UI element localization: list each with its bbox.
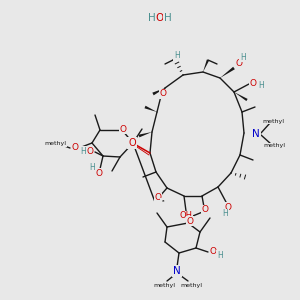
Text: O: O xyxy=(128,138,136,148)
Text: N: N xyxy=(252,129,260,139)
Text: N: N xyxy=(173,266,181,276)
Polygon shape xyxy=(220,67,235,78)
Text: O: O xyxy=(119,124,127,134)
Polygon shape xyxy=(234,92,248,101)
Text: H: H xyxy=(258,80,264,89)
Text: O: O xyxy=(224,202,232,211)
Text: O: O xyxy=(250,79,256,88)
Text: O: O xyxy=(236,58,242,68)
Text: H: H xyxy=(164,13,172,23)
Text: O: O xyxy=(71,143,79,152)
Text: methyl: methyl xyxy=(263,143,285,148)
Text: methyl: methyl xyxy=(44,142,66,146)
Text: O: O xyxy=(209,248,217,256)
Text: O: O xyxy=(154,194,161,202)
Text: O: O xyxy=(95,169,103,178)
Text: '': '' xyxy=(161,199,165,205)
Text: H: H xyxy=(164,13,172,23)
Text: H: H xyxy=(217,250,223,260)
Text: methyl: methyl xyxy=(180,283,202,287)
Polygon shape xyxy=(145,106,157,112)
Text: methyl: methyl xyxy=(262,118,284,124)
Text: H: H xyxy=(240,52,246,62)
Text: O: O xyxy=(156,13,164,23)
Text: H: H xyxy=(80,146,86,155)
Text: H: H xyxy=(148,13,156,23)
Text: O: O xyxy=(156,13,164,23)
Text: methyl: methyl xyxy=(153,283,175,287)
Polygon shape xyxy=(139,132,152,137)
Text: H: H xyxy=(174,52,180,61)
Polygon shape xyxy=(203,59,209,72)
Text: OH: OH xyxy=(179,212,193,220)
Text: H: H xyxy=(89,164,95,172)
Text: H: H xyxy=(148,13,156,23)
Text: H: H xyxy=(222,209,228,218)
Polygon shape xyxy=(152,88,165,95)
Text: O: O xyxy=(160,89,167,98)
Text: O: O xyxy=(86,146,94,155)
Text: O: O xyxy=(202,206,208,214)
Text: O: O xyxy=(187,217,194,226)
